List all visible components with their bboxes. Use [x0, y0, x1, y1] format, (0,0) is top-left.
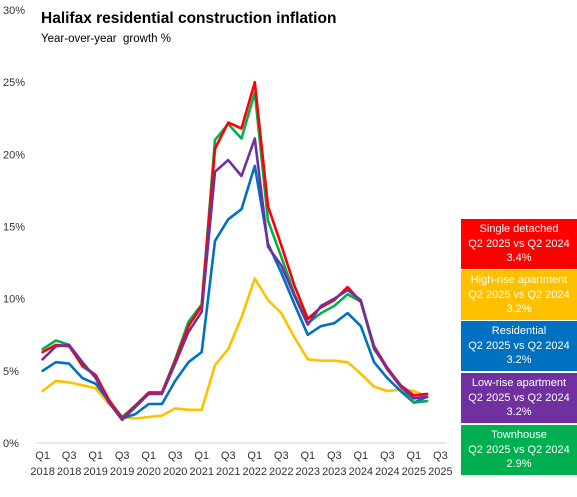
x-tick-label-year: 2024 [349, 466, 373, 478]
x-tick-label-quarter: Q3 [62, 450, 77, 462]
legend-box-residential: Residential Q2 2025 vs Q2 2024 3.2% [461, 321, 577, 371]
x-tick-label-quarter: Q1 [35, 450, 50, 462]
x-tick-label-quarter: Q3 [380, 450, 395, 462]
legend-comparison: Q2 2025 vs Q2 2024 [468, 288, 570, 301]
y-tick-label: 30% [3, 5, 25, 17]
legend-series-name: Single detached [479, 223, 559, 235]
x-tick-label-year: 2023 [296, 466, 320, 478]
x-tick-label-quarter: Q1 [141, 450, 156, 462]
legend-box-high-rise-apartment: High-rise apartment Q2 2025 vs Q2 2024 3… [461, 270, 577, 320]
y-tick-label: 0% [3, 438, 19, 450]
x-tick-label-year: 2025 [428, 466, 452, 478]
legend-comparison: Q2 2025 vs Q2 2024 [468, 339, 570, 352]
x-tick-label-year: 2020 [163, 466, 187, 478]
x-tick-label-year: 2025 [402, 466, 426, 478]
series-line-low-rise-apartment [41, 137, 429, 422]
x-tick-label-quarter: Q1 [300, 450, 315, 462]
y-tick-label: 20% [3, 149, 25, 161]
legend-value: 3.4% [506, 252, 532, 264]
legend-value: 3.2% [506, 406, 532, 418]
x-tick-label-year: 2018 [57, 466, 81, 478]
x-tick-label-year: 2022 [269, 466, 293, 478]
legend-box-single-detached: Single detached Q2 2025 vs Q2 2024 3.4% [461, 219, 577, 269]
x-tick-label-year: 2020 [136, 466, 160, 478]
x-tick-label-quarter: Q1 [88, 450, 103, 462]
series-line-high-rise-apartment [41, 277, 429, 420]
x-tick-label-year: 2021 [216, 466, 240, 478]
x-tick-label-year: 2018 [30, 466, 54, 478]
x-tick-label-year: 2023 [322, 466, 346, 478]
x-tick-label-year: 2024 [375, 466, 399, 478]
y-tick-label: 5% [3, 366, 19, 378]
x-tick-label-year: 2021 [189, 466, 213, 478]
x-tick-label-quarter: Q3 [433, 450, 448, 462]
x-tick-label-quarter: Q1 [194, 450, 209, 462]
x-tick-label-quarter: Q3 [115, 450, 130, 462]
legend-comparison: Q2 2025 vs Q2 2024 [468, 443, 570, 456]
legend-value: 3.2% [506, 354, 532, 366]
x-tick-label-quarter: Q3 [221, 450, 236, 462]
x-tick-label-year: 2019 [83, 466, 107, 478]
y-tick-label: 10% [3, 294, 25, 306]
axis-layer: 0% 5% 10% 15% 20% 25% 30% Q1 2018 Q3 2018 Q1 2019 Q3 2… [3, 5, 453, 478]
legend-series-name: High-rise apartment [470, 274, 568, 286]
x-tick-label-year: 2019 [110, 466, 134, 478]
x-tick-label-quarter: Q3 [274, 450, 289, 462]
legend-series-name: Residential [491, 325, 547, 337]
x-tick-label-quarter: Q1 [247, 450, 262, 462]
legend-value: 3.2% [506, 303, 532, 315]
chart-subtitle: Year-over-year growth % [41, 33, 171, 45]
legend-series-name: Low-rise apartment [471, 377, 567, 389]
legend-comparison: Q2 2025 vs Q2 2024 [468, 237, 570, 250]
y-tick-label: 15% [3, 222, 25, 234]
legend-series-name: Townhouse [491, 429, 547, 441]
x-tick-label-year: 2022 [243, 466, 267, 478]
y-tick-label: 25% [3, 77, 25, 89]
series-line-townhouse [41, 91, 429, 419]
series-layer [41, 80, 429, 422]
x-tick-label-quarter: Q3 [168, 450, 183, 462]
x-tick-label-quarter: Q1 [353, 450, 368, 462]
x-tick-label-quarter: Q1 [407, 450, 422, 462]
chart-title: Halifax residential construction inflati… [41, 10, 337, 27]
legend-box-low-rise-apartment: Low-rise apartment Q2 2025 vs Q2 2024 3.… [461, 373, 577, 423]
legend-comparison: Q2 2025 vs Q2 2024 [468, 391, 570, 404]
legend-box-townhouse: Townhouse Q2 2025 vs Q2 2024 2.9% [461, 425, 577, 475]
legend-value: 2.9% [506, 458, 532, 470]
x-tick-label-quarter: Q3 [327, 450, 342, 462]
